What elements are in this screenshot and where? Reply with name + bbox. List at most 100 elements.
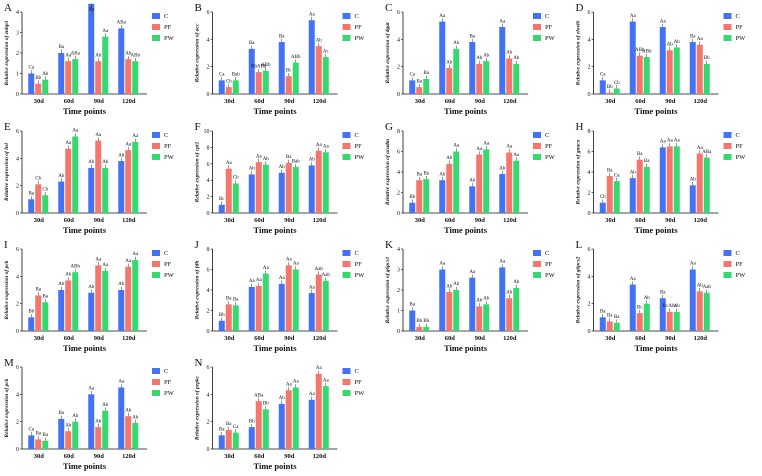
bar-PW [673,47,680,94]
bar-C [469,42,476,94]
bar-C [248,48,255,94]
significance-label: Ba [423,171,429,176]
y-axis-label: Relative expression of hsl [4,143,10,202]
y-tick-label: 4 [588,274,591,280]
significance-label: Ab [469,179,476,184]
significance-label: Ba [637,152,643,157]
bar-C [439,21,446,94]
significance-label: Ab [446,156,453,161]
significance-label: Ab [316,38,323,43]
y-tick-label: 6 [207,365,210,371]
significance-label: Aab [315,267,324,272]
y-axis-label: Relative expression of acc [195,23,201,83]
significance-label: Ca [233,425,239,430]
bar-PF [606,176,613,213]
y-tick-label: 6 [16,365,19,371]
significance-label: Ab [697,284,704,289]
y-tick-label: 6 [397,10,400,16]
legend-swatch-C [533,250,541,256]
category-label: 30d [34,98,45,105]
bar-C [88,292,95,331]
legend-swatch-PF [152,261,160,267]
legend-label: PW [545,272,556,279]
category-label: 120d [313,335,327,342]
panel-letter: G [385,121,393,133]
bar-C [28,199,35,213]
bar-C [308,293,315,331]
legend-swatch-C [152,368,160,374]
significance-label: Aa [506,145,513,150]
x-axis-label: Time points [444,106,488,116]
legend-label: C [355,132,359,139]
bar-PF [315,373,322,449]
category-label: 60d [64,453,75,460]
legend-label: PW [736,272,747,279]
bar-PW [292,167,299,213]
y-axis-label: Relative expression of pck [4,260,10,320]
y-tick-label: 0 [16,329,19,335]
bar-PF [636,55,643,94]
bar-C [409,310,416,331]
panel-letter: K [385,239,393,251]
bar-PF [636,313,643,331]
significance-label: Aa [439,14,446,19]
significance-label: Bb [704,56,710,61]
significance-label: Ab [309,158,316,163]
bar-C [248,286,255,331]
significance-label: Aab [322,273,331,278]
legend-label: C [545,250,549,257]
significance-label: Aa [309,392,316,397]
bar-C [689,185,696,213]
significance-label: Ab [65,273,72,278]
bar-C [58,418,65,449]
bar-PW [513,287,520,331]
significance-label: Aa [102,29,109,34]
legend-swatch-PW [342,272,351,278]
y-tick-label: 6 [207,162,210,168]
significance-label: Ba [644,159,650,164]
bar-C [308,20,315,95]
y-tick-label: 1 [397,309,400,315]
panel-letter: D [576,2,584,14]
category-label: 90d [94,217,105,224]
legend-swatch-PF [533,261,541,267]
bar-C [499,27,506,94]
y-tick-label: 2 [588,191,591,197]
bar-PF [506,58,513,94]
bar-PW [613,181,620,213]
bar-PF [315,274,322,331]
y-axis-label: Relative expression of fdh [195,261,201,321]
y-axis-label: Relative expression of g6pcs2 [576,256,582,324]
bar-PF [255,72,262,94]
category-label: 90d [284,453,295,460]
bar-PF [696,291,703,331]
legend-label: PW [736,154,747,161]
y-tick-label: 6 [207,268,210,274]
y-tick-label: 10 [204,129,210,135]
legend-label: PW [736,35,747,42]
significance-label: Ab [446,284,453,289]
bar-C [469,277,476,331]
bar-C [659,147,666,213]
significance-label: Aa [256,154,263,159]
significance-label: Aa [630,14,637,19]
bar-C [629,21,636,94]
bar-PW [102,36,109,94]
significance-label: Bab [292,159,301,164]
y-tick-label: 6 [588,10,591,16]
bar-PW [102,270,109,331]
panel-letter: H [576,121,584,133]
significance-label: Aa [88,8,95,13]
legend-label: C [355,13,359,20]
significance-label: Ab [667,42,674,47]
category-label: 60d [254,98,265,105]
panel-letter: M [4,357,14,369]
bar-PW [613,88,620,94]
panel-letter: C [385,2,392,14]
significance-label: Ba [42,433,48,438]
significance-label: Ba [600,310,606,315]
bar-PW [483,304,490,331]
y-tick-label: 2 [397,288,400,294]
